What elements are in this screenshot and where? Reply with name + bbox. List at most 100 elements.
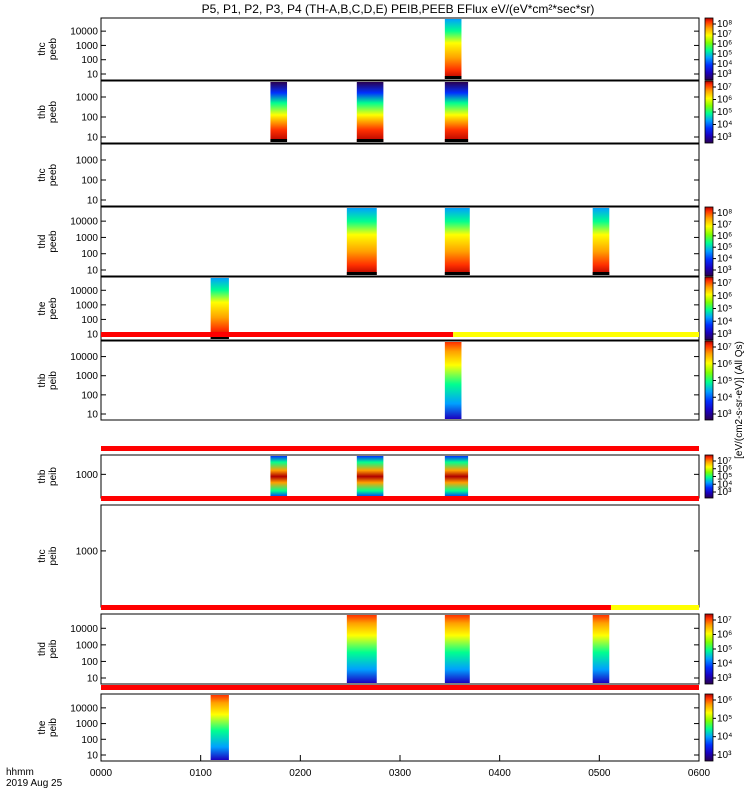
colorbar-tick-label: 10⁶ [717,95,732,106]
chart-title: P5, P1, P2, P3, P4 (TH-A,B,C,D,E) PEIB,P… [202,2,595,16]
x-tick-label: 0000 [90,768,113,779]
y-tick-label: 1000 [76,233,99,244]
y-tick-label: 10000 [70,352,98,363]
x-tick-label: 0400 [489,768,512,779]
y-tick-label: 10 [87,410,99,421]
x-tick-label: 0300 [389,768,412,779]
colorbar-tick-label: 10⁵ [717,107,732,118]
low-energy-trace [444,139,469,142]
colorbar-tick-label: 10⁷ [717,456,732,467]
y-tick-label: 100 [81,735,98,746]
y-tick-label: 100 [81,249,98,260]
y-tick-label: 1000 [76,371,99,382]
quality-flag-red [101,685,699,690]
colorbar-tick-label: 10⁸ [717,19,732,30]
colorbar-tick-label: 10³ [717,69,732,80]
colorbar-tick-label: 10⁴ [717,659,732,670]
colorbar-tick-label: 10⁴ [717,59,732,70]
y-axis-label: thcpeeb [37,163,59,186]
quality-flag-red [101,605,611,610]
quality-flag-yellow [610,605,699,610]
spectrogram-block [444,208,470,275]
spectrogram-block [210,695,229,760]
spectrogram-panels: 10100100010000thcpeeb10³10⁴10⁵10⁶10⁷10⁸1… [37,17,732,762]
y-tick-label: 1000 [76,93,99,104]
y-tick-label: 1000 [76,300,99,311]
colorbar-tick-label: 10⁴ [717,392,732,403]
colorbar-tick-label: 10⁵ [717,644,732,655]
y-axis-label: thbpeib [37,467,59,486]
colorbar-tick-label: 10⁴ [717,732,732,743]
panel-frame [100,276,700,341]
colorbar-tick-label: 10⁵ [717,376,732,387]
quality-flag-red [101,496,699,501]
colorbar [704,206,714,277]
colorbar [704,454,714,499]
panel-thc-peib: 1000 thcpeib [37,496,700,608]
colorbar-tick-label: 10⁴ [717,316,732,327]
y-tick-label: 1000 [76,41,99,52]
y-tick-label: 100 [81,315,98,326]
colorbar-tick-label: 10⁴ [717,254,732,265]
x-tick-label: 0600 [688,768,711,779]
y-tick-label: 10000 [70,286,98,297]
colorbar-tick-label: 10³ [717,265,732,276]
spectrogram-block [444,456,469,497]
colorbar-tick-label: 10⁶ [717,359,732,370]
product-name: peib [48,371,59,390]
y-tick-label: 10000 [70,624,98,635]
colorbar-tick-label: 10⁷ [717,219,732,230]
spectrogram-block [592,615,610,683]
probe-name: thc [37,42,48,55]
time-axis: 0000 0100 0200 0300 0400 0500 0600 [90,755,711,779]
colorbar [704,693,714,762]
product-name: peeb [48,163,59,186]
low-energy-trace [270,139,288,142]
probe-name: thb [37,469,48,483]
colorbar-tick-label: 10⁸ [717,208,732,219]
low-energy-trace [210,336,229,339]
low-energy-trace [444,76,462,79]
probe-name: thd [37,235,48,249]
y-axis-label: thcpeeb [37,37,59,60]
time-axis-label: hhmm [6,767,34,778]
panel-thc-peeb: 10 100 1000 thcpeeb [37,143,700,207]
panel-frame [100,693,700,762]
colorbar-tick-label: 10⁵ [717,242,732,253]
x-tick-label: 0500 [588,768,611,779]
colorbar-tick-label: 10⁶ [717,231,732,242]
y-tick-label: 1000 [76,470,99,481]
spectrogram-block [356,82,384,142]
y-tick-label: 100 [81,55,98,66]
spectrogram-block [270,456,288,497]
panel-frame [100,504,700,608]
colorbar [704,340,714,421]
probe-name: thd [37,642,48,656]
product-name: peeb [48,37,59,60]
panel-thd-peib: 10 100 1000 10000 thdpeib 10³ 10⁴ 10⁵ 10⁶ 10⁷ [37,605,732,685]
colorbar-tick-label: 10³ [717,487,732,498]
colorbar-tick-label: 10³ [717,132,732,143]
y-tick-label: 10 [87,70,99,81]
panel-frame [100,340,700,421]
y-tick-label: 100 [81,113,98,124]
colorbar-tick-label: 10⁶ [717,291,732,302]
panel-the-peib: 10 100 1000 10000 thepeib 10³ 10⁴ 10⁵ 10⁶ [37,685,732,762]
y-tick-label: 10 [87,266,99,277]
colorbar-tick-label: 10³ [717,750,732,761]
y-axis-label: thdpeeb [37,230,59,253]
colorbar-tick-label: 10³ [717,409,732,420]
y-tick-label: 10 [87,133,99,144]
colorbar-tick-label: 10⁷ [717,615,732,626]
colorbar-tick-label: 10⁶ [717,464,732,475]
y-tick-label: 10 [87,330,99,341]
colorbar-tick-label: 10⁵ [717,472,732,483]
probe-name: thb [37,105,48,119]
panel-frame [100,143,700,207]
probe-name: thc [37,168,48,181]
quality-flag-yellow [453,332,699,337]
product-name: peeb [48,297,59,320]
colorbar-tick-label: 10⁴ [717,479,732,490]
